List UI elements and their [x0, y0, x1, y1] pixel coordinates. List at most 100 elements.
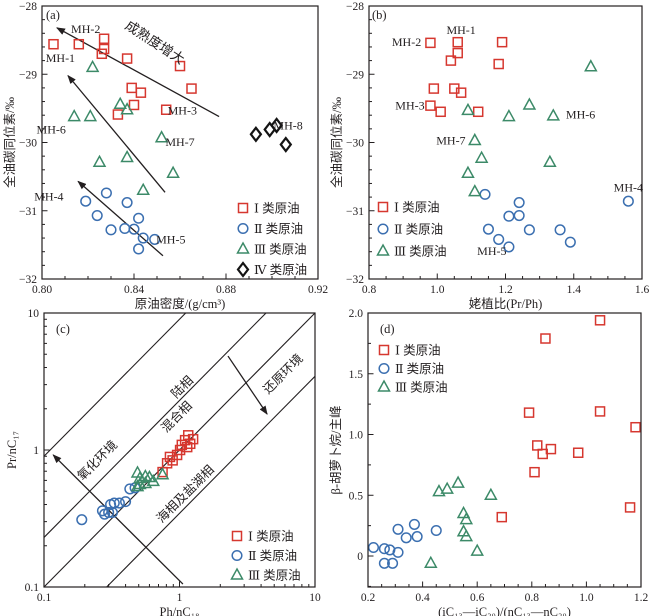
- data-point: [470, 543, 484, 556]
- x-tick-label: 1.4: [567, 284, 582, 296]
- data-point: [120, 102, 134, 115]
- legend-label: Ⅲ 类原油: [248, 569, 301, 583]
- data-point: [594, 315, 606, 326]
- legend-label: Ⅰ 类原油: [248, 530, 294, 544]
- series-circle: [479, 188, 634, 253]
- sample-annotation: MH-5: [477, 244, 506, 258]
- y-tick-label: −32: [346, 274, 364, 286]
- data-point: [120, 149, 134, 163]
- data-point: [108, 497, 120, 509]
- legend-label: Ⅲ 类原油: [395, 381, 448, 395]
- series-square: [496, 315, 641, 523]
- legend-marker-circle: [231, 549, 243, 562]
- data-point: [452, 47, 463, 59]
- data-point: [48, 38, 59, 50]
- series-triangle: [461, 59, 598, 197]
- data-point: [630, 421, 641, 433]
- legend-marker-triangle: [230, 567, 244, 580]
- data-point: [445, 55, 457, 66]
- y-tick-label: 0.1: [25, 582, 40, 594]
- data-point: [113, 497, 125, 509]
- x-tick-label: 1.6: [635, 284, 650, 296]
- data-point: [279, 136, 293, 153]
- panel-label: (b): [372, 8, 387, 22]
- legend-marker-square: [377, 201, 389, 213]
- data-point: [455, 87, 467, 98]
- data-point: [186, 83, 197, 94]
- y-tick-label: −30: [19, 138, 37, 150]
- data-point: [503, 241, 515, 253]
- series-circle: [76, 482, 141, 526]
- data-point: [584, 59, 598, 72]
- data-point: [411, 531, 423, 543]
- data-point: [564, 236, 576, 248]
- legend-marker-circle: [237, 222, 249, 235]
- y-tick-label: −32: [19, 274, 37, 286]
- data-point: [136, 182, 150, 196]
- sample-annotation: MH-6: [37, 123, 66, 137]
- legend-marker-diamond: [236, 261, 250, 278]
- x-tick-label: 0.92: [308, 284, 328, 296]
- legend-label: Ⅱ 类原油: [395, 362, 444, 376]
- legend-label: Ⅱ 类原油: [254, 222, 303, 236]
- data-point: [425, 100, 436, 111]
- panel-label: (a): [46, 8, 60, 22]
- data-point: [103, 506, 115, 519]
- data-point: [73, 38, 85, 50]
- data-point: [112, 109, 124, 120]
- sample-annotation: MH-8: [273, 118, 302, 132]
- data-point: [440, 481, 454, 494]
- sample-annotation: MH-6: [566, 108, 595, 122]
- data-point: [459, 512, 474, 525]
- x-tick-label: 1: [177, 592, 183, 604]
- data-point: [133, 212, 145, 224]
- data-point: [435, 106, 446, 118]
- sample-annotation: MH-1: [46, 51, 75, 65]
- zone-label: 氧化环境: [74, 437, 120, 483]
- data-point: [135, 87, 147, 98]
- x-axis-title: Ph/nC₁₈: [160, 605, 200, 616]
- x-tick-label: 0.2: [361, 592, 376, 604]
- y-axis-title: β-胡萝卜烷/主峰: [329, 405, 343, 494]
- data-point: [80, 195, 92, 207]
- trend-arrow: [227, 355, 268, 415]
- data-point: [523, 407, 535, 418]
- data-point: [529, 466, 540, 478]
- x-tick-label: 0.80: [32, 284, 52, 296]
- series-circle: [80, 187, 161, 255]
- data-point: [540, 333, 551, 344]
- legend-marker-triangle: [377, 379, 391, 392]
- data-point: [83, 109, 98, 122]
- data-point: [424, 555, 438, 569]
- sample-annotation: MH-2: [392, 35, 421, 49]
- data-point: [113, 96, 127, 110]
- trend-arrow: [52, 454, 184, 585]
- data-point: [554, 224, 566, 236]
- data-point: [133, 243, 145, 255]
- data-point: [622, 195, 634, 207]
- legend: Ⅰ 类原油 Ⅱ 类原油 Ⅲ 类原油: [377, 344, 448, 395]
- sample-annotation: MH-1: [446, 23, 475, 37]
- legend: Ⅰ 类原油 Ⅱ 类原油 Ⅲ 类原油: [376, 201, 447, 259]
- y-axis-title: 全油碳同位素/‰: [329, 97, 344, 188]
- data-point: [496, 511, 508, 523]
- data-point: [91, 209, 103, 222]
- data-point: [154, 130, 169, 143]
- data-point: [181, 441, 193, 453]
- subplot-a: MH-1MH-2MH-3MH-6MH-7MH-8MH-4MH-5成熟度增大0.8…: [2, 1, 328, 311]
- subplot-d: 0.2 0.4 0.6 0.8 1.0 1.2 0 0.5 1.0 1.5 2.0 (iC₁₃—iC₂…: [329, 308, 648, 616]
- x-tick-label: 1.0: [579, 592, 594, 604]
- data-point: [474, 150, 489, 163]
- data-point: [513, 197, 525, 209]
- y-tick-label: 1: [33, 445, 39, 457]
- data-point: [378, 543, 390, 555]
- data-point: [452, 36, 463, 48]
- x-tick-label: 1.2: [634, 592, 649, 604]
- zone-label: 海相及盐湖相: [153, 462, 217, 526]
- subplot-b: MH-1 MH-2 MH-3 MH-6 MH-7 MH-4 MH-5 0.8 1.0 1.2 1.4…: [329, 1, 649, 311]
- series-triangle: [67, 59, 180, 196]
- data-point: [502, 109, 516, 122]
- x-tick-label: 1.0: [430, 284, 445, 296]
- legend-label: Ⅲ 类原油: [394, 245, 447, 259]
